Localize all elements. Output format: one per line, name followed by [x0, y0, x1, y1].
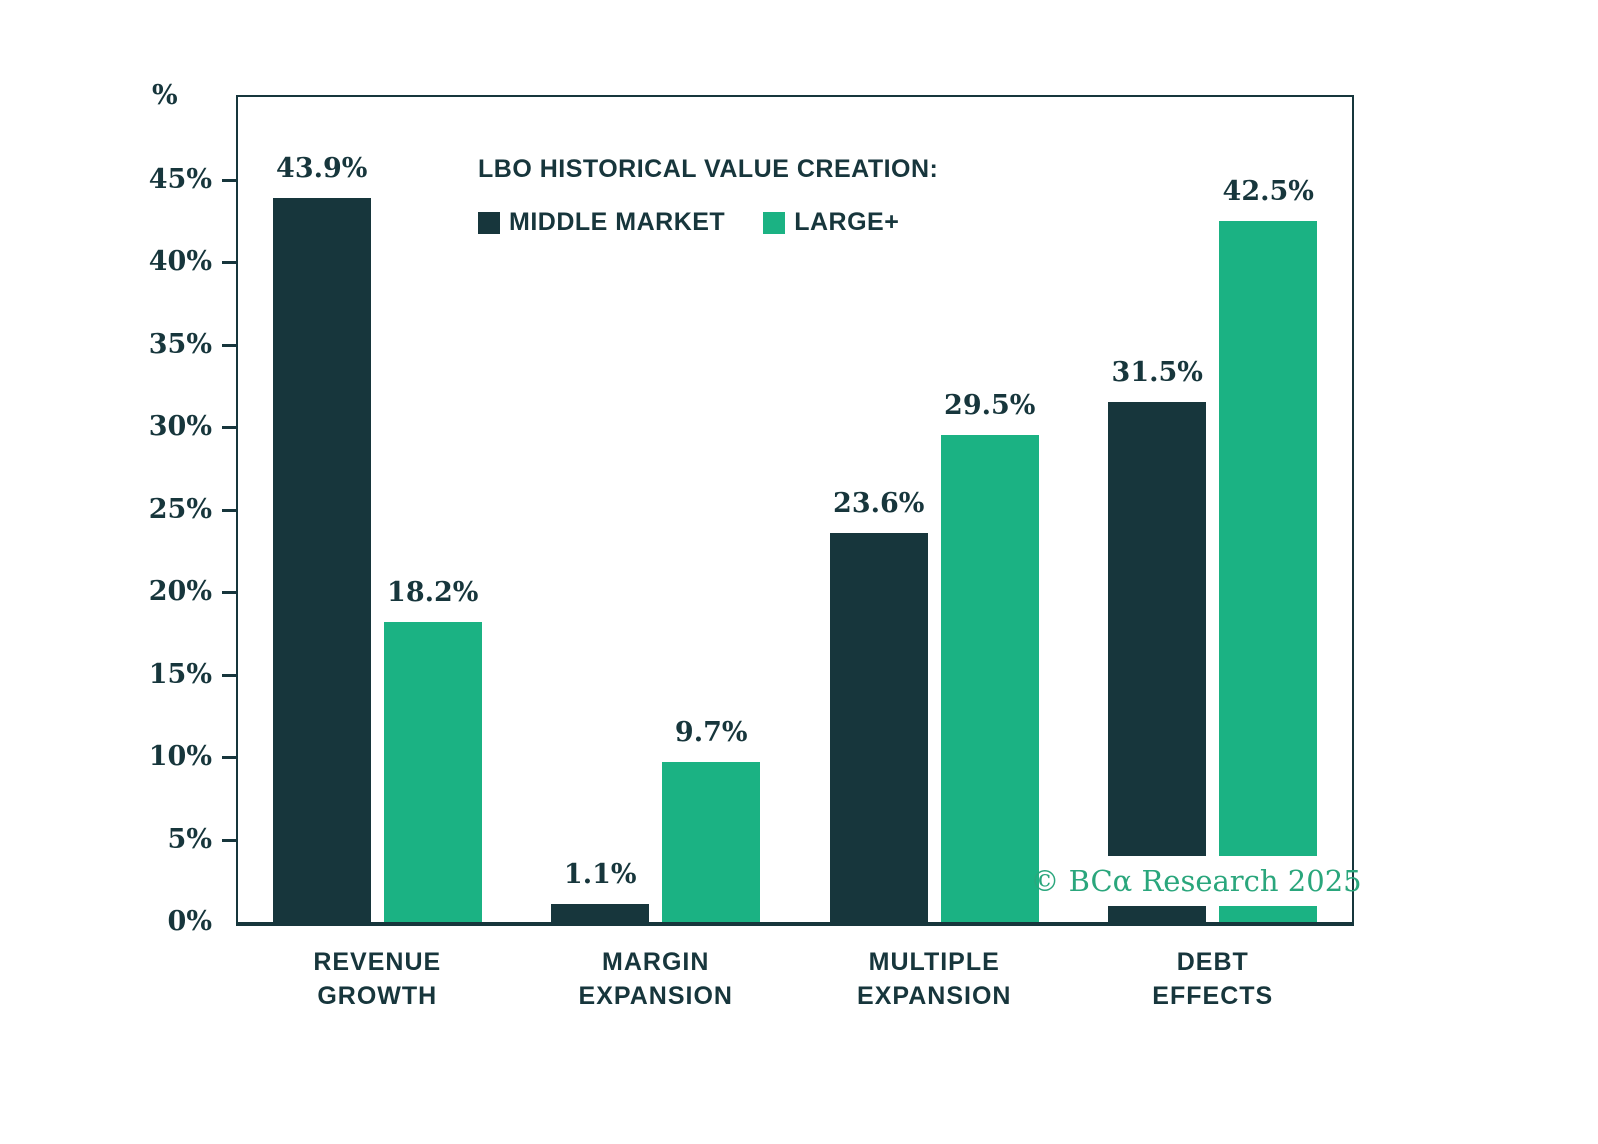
bar-large- — [1219, 220, 1318, 922]
bar-value-label: 23.6% — [833, 487, 925, 519]
category-label-line: MULTIPLE — [868, 948, 1000, 976]
category-label-debt-effects: DEBT EFFECTS — [1152, 945, 1273, 1013]
legend-swatch-icon — [478, 211, 500, 234]
category-label-line: EFFECTS — [1152, 982, 1274, 1010]
category-label-margin-expansion: MARGIN EXPANSION — [579, 945, 733, 1013]
y-axis-tick-mark — [222, 838, 236, 842]
y-axis-tick-label: 10% — [148, 741, 212, 772]
bar-large- — [662, 761, 761, 922]
bar-value-label: 42.5% — [1222, 175, 1314, 207]
bar-value-label: 1.1% — [563, 858, 637, 890]
y-axis-tick-label: 20% — [148, 576, 212, 607]
y-axis-tick-label: 5% — [167, 823, 212, 855]
category-label-revenue-growth: REVENUE GROWTH — [313, 945, 441, 1013]
bar-value-label: 43.9% — [276, 152, 368, 184]
category-label-multiple-expansion: MULTIPLE EXPANSION — [857, 945, 1011, 1013]
y-axis-tick-mark — [222, 508, 236, 512]
legend-swatch-icon — [763, 211, 786, 234]
y-axis-tick-mark — [222, 178, 236, 182]
legend-item-large-: LARGE+ — [763, 208, 899, 237]
plot-area: 43.9% 18.2% 1.1% 9.7% 23.6% 29.5% 31.5% 42.5% — [222, 95, 1354, 926]
y-axis-tick-label: 0% — [167, 906, 212, 937]
y-axis-tick-mark — [222, 673, 236, 677]
bar-value-label: 29.5% — [944, 390, 1036, 422]
category-label-line: MARGIN — [602, 948, 710, 976]
bar-middle-market — [272, 197, 371, 922]
y-axis-tick-label: 45% — [148, 163, 212, 195]
category-label-line: GROWTH — [317, 982, 438, 1010]
y-axis-tick-mark — [222, 756, 236, 759]
y-axis-tick-label: 25% — [148, 493, 212, 525]
category-label-line: EXPANSION — [857, 982, 1012, 1010]
bar-large- — [940, 435, 1039, 922]
chart-legend: MIDDLE MARKET LARGE+ — [478, 208, 899, 237]
bar-value-label: 18.2% — [387, 576, 479, 608]
y-axis-tick-label: 30% — [148, 411, 212, 442]
y-axis-tick-mark — [222, 261, 236, 264]
legend-label: LARGE+ — [794, 208, 900, 236]
y-axis-unit-label: % — [152, 80, 178, 111]
bar-value-label: 31.5% — [1111, 357, 1203, 389]
y-axis-tick-label: 35% — [148, 328, 212, 360]
y-axis-tick-mark — [222, 591, 236, 594]
y-axis-tick-mark — [222, 343, 236, 347]
bar-middle-market — [829, 532, 928, 922]
category-label-line: EXPANSION — [578, 982, 733, 1010]
legend-label: MIDDLE MARKET — [509, 208, 726, 236]
watermark: © BCα Research 2025 — [1030, 856, 1362, 906]
chart-title: LBO HISTORICAL VALUE CREATION: — [478, 155, 939, 183]
bar-middle-market — [551, 903, 650, 922]
bar-middle-market — [1108, 402, 1207, 922]
y-axis-tick-label: 15% — [148, 658, 212, 690]
category-label-line: REVENUE — [313, 948, 442, 976]
y-axis-tick-mark — [222, 426, 236, 429]
bar-large- — [383, 621, 482, 922]
legend-item-middle-market: MIDDLE MARKET — [478, 208, 725, 237]
category-label-line: DEBT — [1176, 948, 1249, 976]
bar-value-label: 9.7% — [674, 716, 748, 748]
y-axis-tick-label: 40% — [148, 246, 212, 277]
